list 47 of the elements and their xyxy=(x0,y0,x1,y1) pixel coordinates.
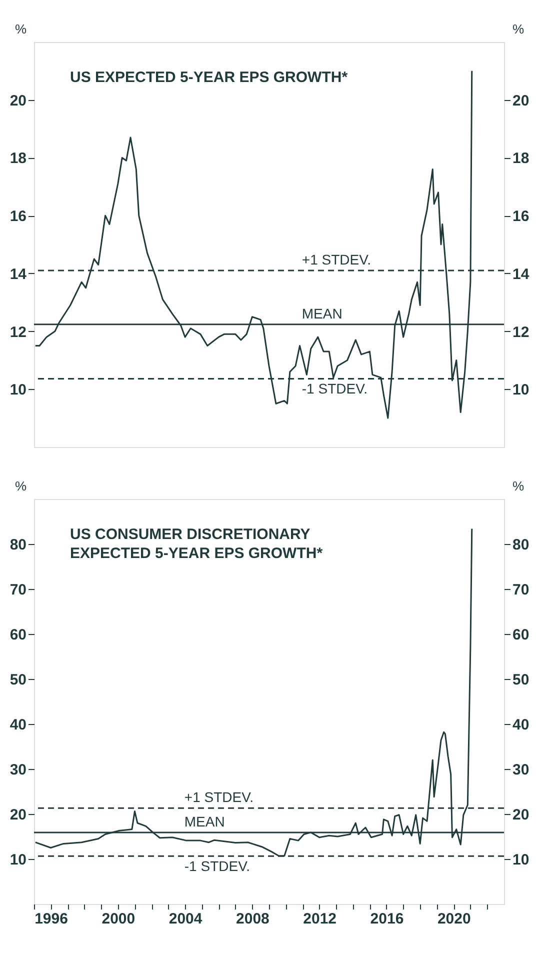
y2-tick-label: 80 xyxy=(512,536,530,554)
y2-tick-label: 14 xyxy=(512,266,530,283)
y-tick-label: 70 xyxy=(10,582,26,598)
x-tick-label: 2000 xyxy=(102,910,136,928)
y2-tick-label: 30 xyxy=(512,762,530,778)
y-tick-label: 12 xyxy=(10,324,26,341)
ref-line-label: MEAN xyxy=(302,305,342,322)
y-tick-label: 18 xyxy=(10,150,26,168)
y2-tick-label: 60 xyxy=(512,626,530,644)
y2-axis-title: % xyxy=(512,22,524,36)
y2-tick-label: 10 xyxy=(512,382,530,399)
y-tick-label: 80 xyxy=(10,536,26,554)
x-tick-label: 2016 xyxy=(370,910,404,928)
ref-line-label: -1 STDEV. xyxy=(302,380,368,397)
y-tick-label: 16 xyxy=(10,208,26,226)
ref-line-label: +1 STDEV. xyxy=(184,789,254,806)
y2-tick-label: 20 xyxy=(512,806,530,824)
y-tick-label: 60 xyxy=(10,626,26,644)
y2-tick-label: 70 xyxy=(512,582,530,598)
y-tick-label: 20 xyxy=(10,806,26,824)
y2-axis-title: % xyxy=(512,478,524,494)
y2-tick-label: 20 xyxy=(512,92,530,110)
y-tick-label: 10 xyxy=(10,852,26,868)
y-tick-label: 30 xyxy=(10,762,26,778)
x-tick-label: 2008 xyxy=(236,910,270,928)
y2-tick-label: 40 xyxy=(512,716,530,734)
text: US CONSUMER DISCRETIONARY EXPECTED 5-YEAR EPS GROWTH* xyxy=(70,526,323,562)
x-tick-label: 2004 xyxy=(168,910,203,928)
y-tick-label: 50 xyxy=(10,672,26,688)
x-tick-label: 2020 xyxy=(437,910,471,928)
y2-tick-label: 16 xyxy=(512,208,530,226)
y-tick-label: 20 xyxy=(10,92,26,110)
ref-line-label: MEAN xyxy=(184,813,225,830)
y-tick-label: 14 xyxy=(10,266,28,283)
y-axis-title: % xyxy=(14,478,27,494)
y-axis-title: % xyxy=(14,22,27,36)
y-tick-label: 40 xyxy=(10,716,26,734)
y2-tick-label: 12 xyxy=(512,324,530,341)
y2-tick-label: 50 xyxy=(512,672,530,688)
y2-tick-label: 10 xyxy=(512,852,530,868)
x-tick-label: 2012 xyxy=(303,910,337,928)
text: US EXPECTED 5-YEAR EPS GROWTH* xyxy=(70,69,348,86)
ref-line-label: +1 STDEV. xyxy=(302,252,372,268)
x-tick-label: 1996 xyxy=(34,910,68,928)
y2-tick-label: 18 xyxy=(512,150,530,168)
ref-line-label: -1 STDEV. xyxy=(184,858,250,874)
y-tick-label: 10 xyxy=(10,382,26,399)
